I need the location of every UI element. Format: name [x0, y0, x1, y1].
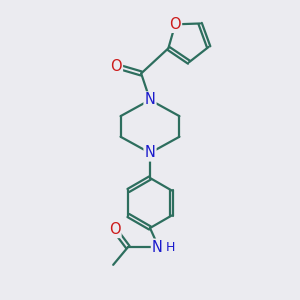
- Text: O: O: [169, 17, 181, 32]
- Text: N: N: [145, 146, 155, 160]
- Text: O: O: [109, 222, 121, 237]
- Text: H: H: [166, 241, 175, 254]
- Text: O: O: [110, 58, 122, 74]
- Text: N: N: [152, 240, 163, 255]
- Text: N: N: [145, 92, 155, 107]
